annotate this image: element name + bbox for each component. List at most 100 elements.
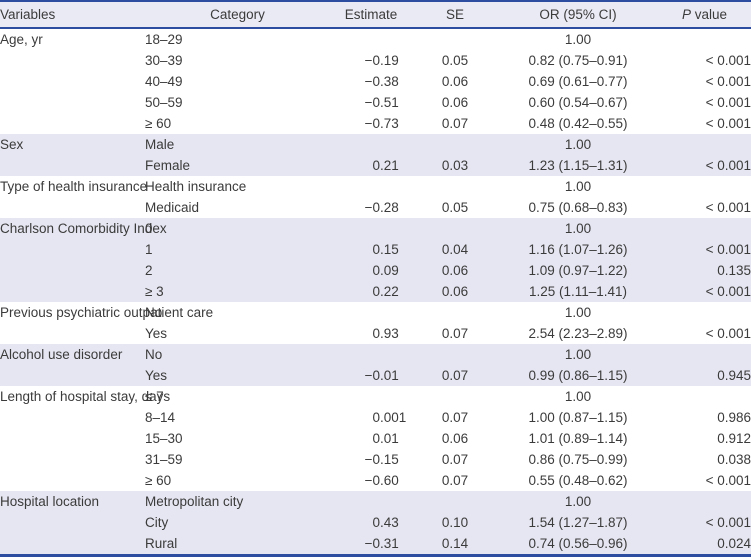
estimate-int-part: 0 bbox=[372, 263, 380, 278]
estimate-cell bbox=[330, 218, 412, 239]
table-row: 50–59 −0.51 0.06 0.60 (0.54–0.67) < 0.001 bbox=[0, 92, 751, 113]
table-row: 31–59 −0.15 0.07 0.86 (0.75–0.99) 0.038 bbox=[0, 449, 751, 470]
estimate-cell bbox=[330, 302, 412, 323]
se-cell: 0.03 bbox=[441, 158, 469, 173]
or-ci-cell: 0.74 (0.56–0.96) bbox=[528, 536, 628, 551]
table-row: Female 0.21 0.03 1.23 (1.15–1.31) < 0.001 bbox=[0, 155, 751, 176]
or-ci-cell: 1.00 bbox=[564, 305, 592, 320]
or-ci-cell: 0.82 (0.75–0.91) bbox=[528, 53, 628, 68]
p-value-cell: 0.986 bbox=[717, 410, 751, 425]
estimate-int-part: 0 bbox=[372, 410, 380, 425]
estimate-cell: 0.21 bbox=[330, 155, 412, 176]
se-cell bbox=[412, 134, 498, 155]
p-value-cell bbox=[658, 344, 751, 365]
estimate-cell: 0.09 bbox=[330, 260, 412, 281]
p-value-cell: < 0.001 bbox=[705, 200, 751, 215]
p-value-cell: < 0.001 bbox=[705, 326, 751, 341]
se-cell: 0.04 bbox=[441, 242, 469, 257]
p-value-cell: 0.945 bbox=[717, 368, 751, 383]
category-cell: Medicaid bbox=[145, 200, 200, 215]
category-cell: No bbox=[145, 347, 163, 362]
or-ci-cell: 1.16 (1.07–1.26) bbox=[528, 242, 628, 257]
table-row: Age, yr 18–29 1.00 bbox=[0, 28, 751, 50]
estimate-frac-part: .51 bbox=[380, 95, 399, 110]
estimate-frac-part: .73 bbox=[380, 116, 399, 131]
estimate-frac-part: .38 bbox=[380, 74, 399, 89]
or-ci-cell: 1.09 (0.97–1.22) bbox=[528, 263, 628, 278]
category-cell: City bbox=[145, 515, 169, 530]
table-row: Previous psychiatric outpatient care No 1.… bbox=[0, 302, 751, 323]
category-cell: Metropolitan city bbox=[145, 494, 244, 509]
or-ci-cell: 1.23 (1.15–1.31) bbox=[528, 158, 628, 173]
p-value-cell bbox=[658, 176, 751, 197]
or-ci-cell: 0.75 (0.68–0.83) bbox=[528, 200, 628, 215]
estimate-frac-part: .19 bbox=[380, 53, 399, 68]
p-value-cell: < 0.001 bbox=[705, 473, 751, 488]
category-cell: 31–59 bbox=[145, 452, 183, 467]
estimate-frac-part: .93 bbox=[380, 326, 399, 341]
estimate-cell: 0.43 bbox=[330, 512, 412, 533]
estimate-cell: −0.73 bbox=[330, 113, 412, 134]
variable-cell: Alcohol use disorder bbox=[0, 347, 123, 362]
estimate-cell bbox=[330, 386, 412, 407]
estimate-int-part: 0 bbox=[372, 515, 380, 530]
estimate-cell: −0.28 bbox=[330, 197, 412, 218]
category-cell: 15–30 bbox=[145, 431, 183, 446]
estimate-int-part: 0 bbox=[372, 284, 380, 299]
category-cell: ≥ 3 bbox=[145, 284, 164, 299]
or-ci-cell: 1.00 bbox=[564, 137, 592, 152]
header-row: Variables Category Estimate SE OR (95% C… bbox=[0, 1, 751, 29]
estimate-int-part: 0 bbox=[372, 242, 380, 257]
col-header-or-ci: OR (95% CI) bbox=[498, 1, 658, 29]
estimate-cell: −0.31 bbox=[330, 533, 412, 556]
estimate-int-part: 0 bbox=[372, 158, 380, 173]
p-value-cell: < 0.001 bbox=[705, 74, 751, 89]
estimate-int-part: −0 bbox=[364, 95, 380, 110]
or-ci-cell: 1.00 bbox=[564, 389, 592, 404]
table-row: ≥ 60 −0.73 0.07 0.48 (0.42–0.55) < 0.001 bbox=[0, 113, 751, 134]
estimate-frac-part: .22 bbox=[380, 284, 399, 299]
or-ci-cell: 1.00 bbox=[564, 221, 592, 236]
or-ci-cell: 1.00 bbox=[564, 179, 592, 194]
estimate-frac-part: .15 bbox=[380, 452, 399, 467]
or-ci-cell: 0.60 (0.54–0.67) bbox=[528, 95, 628, 110]
or-ci-cell: 1.00 bbox=[564, 494, 592, 509]
p-value-cell bbox=[658, 302, 751, 323]
estimate-cell bbox=[330, 134, 412, 155]
category-cell: ≥ 60 bbox=[145, 116, 172, 131]
p-value-cell: < 0.001 bbox=[705, 116, 751, 131]
p-value-cell bbox=[658, 218, 751, 239]
or-ci-cell: 1.25 (1.11–1.41) bbox=[528, 284, 628, 299]
variable-cell: Previous psychiatric outpatient care bbox=[0, 305, 214, 320]
category-cell: Yes bbox=[145, 326, 168, 341]
se-cell: 0.07 bbox=[441, 410, 469, 425]
table-row: 1 0.15 0.04 1.16 (1.07–1.26) < 0.001 bbox=[0, 239, 751, 260]
category-cell: 18–29 bbox=[145, 32, 183, 47]
p-value-italic-p: P bbox=[681, 7, 691, 22]
p-value-cell bbox=[658, 491, 751, 512]
estimate-frac-part: .31 bbox=[380, 536, 399, 551]
estimate-int-part: 0 bbox=[372, 431, 380, 446]
table-row: Sex Male 1.00 bbox=[0, 134, 751, 155]
se-cell: 0.06 bbox=[441, 95, 469, 110]
se-cell: 0.07 bbox=[441, 368, 469, 383]
or-ci-cell: 2.54 (2.23–2.89) bbox=[528, 326, 628, 341]
variable-cell: Hospital location bbox=[0, 494, 100, 509]
variable-cell: Charlson Comorbidity Index bbox=[0, 221, 167, 236]
estimate-int-part: 0 bbox=[372, 326, 380, 341]
category-cell: Yes bbox=[145, 368, 168, 383]
category-cell: ≥ 60 bbox=[145, 473, 172, 488]
p-value-cell: 0.912 bbox=[717, 431, 751, 446]
col-header-variables: Variables bbox=[0, 1, 145, 29]
se-cell: 0.07 bbox=[441, 452, 469, 467]
se-cell: 0.07 bbox=[441, 473, 469, 488]
estimate-cell bbox=[330, 344, 412, 365]
p-value-cell: < 0.001 bbox=[705, 53, 751, 68]
estimate-cell: 0.93 bbox=[330, 323, 412, 344]
p-value-cell: 0.038 bbox=[717, 452, 751, 467]
se-cell: 0.05 bbox=[441, 200, 469, 215]
table-row: Alcohol use disorder No 1.00 bbox=[0, 344, 751, 365]
se-cell: 0.14 bbox=[441, 536, 469, 551]
